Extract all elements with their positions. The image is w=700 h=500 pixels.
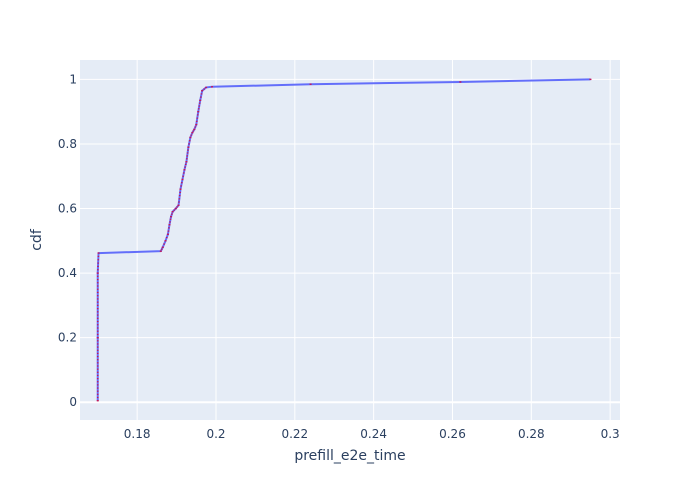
y-gridlines bbox=[80, 78, 620, 404]
x-tick-label: 0.3 bbox=[601, 427, 620, 441]
y-tick-label: 1 bbox=[69, 72, 77, 86]
x-axis-title: prefill_e2e_time bbox=[294, 448, 405, 464]
series-layer bbox=[96, 78, 592, 402]
x-tick-label: 0.22 bbox=[281, 427, 308, 441]
x-tick-label: 0.18 bbox=[124, 427, 151, 441]
y-tick-labels: 0 0.2 0.4 0.6 0.8 1 bbox=[58, 72, 77, 409]
x-gridlines bbox=[136, 60, 611, 420]
x-tick-label: 0.24 bbox=[360, 427, 387, 441]
plot-background bbox=[80, 60, 620, 420]
y-tick-label: 0.2 bbox=[58, 331, 77, 345]
x-tick-labels: 0.18 0.2 0.22 0.24 0.26 0.28 0.3 bbox=[124, 427, 620, 441]
y-tick-label: 0.8 bbox=[58, 137, 77, 151]
y-tick-label: 0.4 bbox=[58, 266, 77, 280]
y-axis-title: cdf bbox=[29, 228, 45, 251]
x-tick-label: 0.26 bbox=[439, 427, 466, 441]
x-tick-label: 0.2 bbox=[206, 427, 225, 441]
y-tick-label: 0 bbox=[69, 395, 77, 409]
y-tick-label: 0.6 bbox=[58, 202, 77, 216]
x-tick-label: 0.28 bbox=[518, 427, 545, 441]
cdf-markers bbox=[96, 78, 592, 402]
